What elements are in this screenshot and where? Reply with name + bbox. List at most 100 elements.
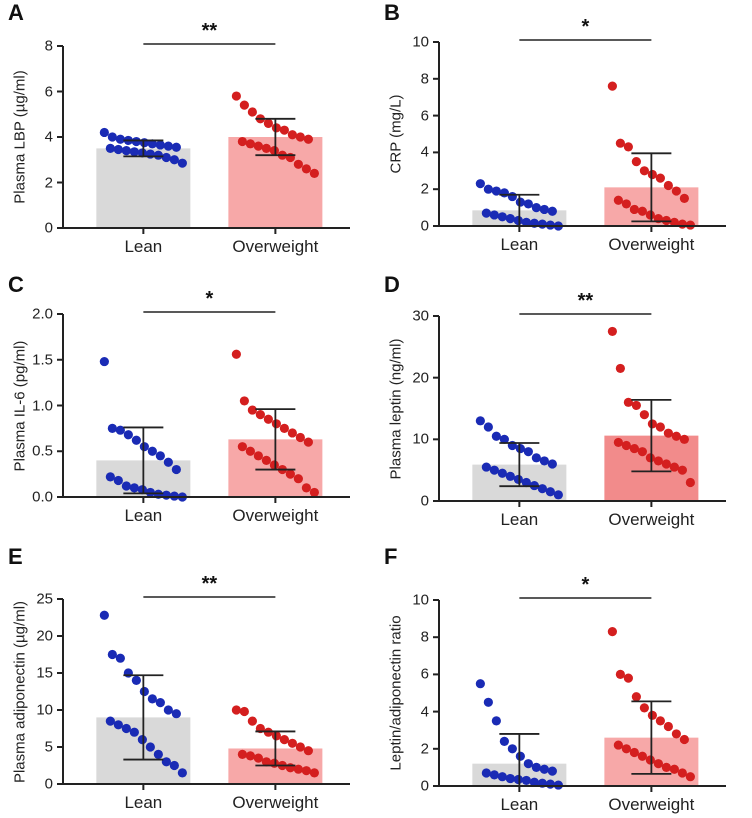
plot-area (433, 39, 726, 232)
data-point-lean (537, 484, 547, 494)
y-tick-label: 0 (420, 217, 429, 235)
y-tick-label: 6 (44, 83, 53, 100)
data-point-lean (147, 694, 157, 704)
y-tick-label: 8 (44, 37, 53, 55)
data-point-overweight (677, 465, 687, 475)
data-point-lean (515, 443, 525, 454)
data-point-overweight (631, 692, 641, 702)
panel-f: 0 2 4 6 8 10 Lean Overweight * F Leptin/adiponecti… (376, 544, 752, 816)
data-point-overweight (677, 219, 687, 229)
plot-area (57, 596, 350, 790)
data-point-lean (161, 152, 171, 163)
data-point-lean (515, 197, 525, 207)
data-point-overweight (271, 419, 281, 429)
data-point-lean (107, 423, 117, 433)
data-point-lean (113, 475, 123, 486)
data-point-overweight (671, 729, 681, 739)
data-point-overweight (247, 716, 257, 726)
data-point-lean (521, 217, 531, 227)
x-category-label: Lean (500, 510, 539, 529)
data-point-lean (513, 474, 523, 485)
data-point-lean (177, 158, 187, 168)
data-point-overweight (645, 755, 655, 765)
y-tick-label: 0.5 (32, 442, 53, 460)
data-point-overweight (669, 217, 679, 227)
y-tick-label: 0 (420, 492, 429, 510)
y-tick-label: 30 (412, 307, 429, 325)
data-point-lean (531, 762, 541, 772)
data-point-overweight (261, 455, 271, 465)
y-tick-label: 10 (412, 591, 429, 609)
data-point-overweight (271, 123, 281, 133)
data-point-overweight (637, 206, 647, 216)
data-point-overweight (279, 423, 289, 433)
significance-marker: ** (201, 573, 218, 595)
data-point-lean (115, 653, 125, 663)
data-point-lean (137, 485, 147, 495)
data-point-lean (499, 736, 509, 746)
y-tick-label: 2 (44, 174, 53, 191)
data-point-lean (171, 709, 181, 719)
data-point-overweight (655, 422, 665, 432)
error-bar-lean (123, 139, 164, 158)
data-point-lean (539, 456, 549, 466)
data-point-overweight (623, 142, 633, 152)
significance-marker: * (581, 16, 590, 38)
data-point-overweight (279, 735, 289, 745)
data-point-overweight (309, 768, 319, 778)
data-point-lean (505, 471, 515, 481)
error-bar-overweight (631, 398, 672, 473)
data-point-lean (99, 610, 109, 620)
data-point-lean (153, 150, 163, 160)
y-tick-label: 1.5 (32, 351, 53, 369)
data-point-overweight (287, 738, 297, 748)
data-point-lean (475, 416, 485, 426)
y-axis-label: Leptin/adiponectin ratio (387, 615, 405, 771)
data-point-overweight (287, 428, 297, 438)
y-tick-label: 0 (44, 219, 53, 237)
y-tick-label: 0.0 (32, 488, 53, 506)
data-point-lean (139, 138, 149, 148)
y-tick-label: 0 (420, 777, 429, 795)
data-point-lean (547, 459, 557, 469)
error-bar-overweight (255, 117, 296, 157)
data-point-lean (489, 465, 499, 475)
data-point-overweight (631, 157, 641, 167)
data-point-overweight (669, 764, 679, 774)
data-point-overweight (685, 477, 695, 488)
data-point-lean (115, 425, 125, 435)
x-category-label: Overweight (232, 793, 319, 812)
data-point-overweight (303, 437, 313, 447)
data-point-lean (523, 447, 533, 457)
data-point-lean (131, 675, 141, 685)
error-bar-lean (499, 442, 540, 488)
data-point-overweight (621, 744, 631, 754)
data-point-lean (155, 451, 165, 461)
data-point-overweight (285, 469, 295, 479)
data-point-lean (547, 206, 557, 216)
data-point-lean (515, 751, 525, 761)
data-point-lean (545, 779, 555, 789)
data-point-lean (489, 770, 499, 780)
y-tick-label: 25 (36, 590, 53, 608)
data-point-overweight (663, 180, 673, 191)
data-point-overweight (685, 772, 695, 782)
data-point-lean (531, 453, 541, 463)
data-point-overweight (245, 139, 255, 149)
y-tick-label: 0 (44, 775, 53, 793)
panel-letter: A (8, 0, 24, 25)
data-point-lean (123, 668, 133, 678)
data-point-overweight (293, 474, 303, 484)
panel-b: 0 2 4 6 8 10 Lean Overweight * B CRP (mg/L) (376, 0, 752, 272)
data-point-lean (491, 716, 501, 726)
data-point-lean (105, 716, 115, 726)
data-point-overweight (639, 410, 649, 420)
panel-letter: B (384, 0, 400, 25)
y-tick-label: 4 (420, 703, 429, 721)
data-point-overweight (607, 81, 617, 91)
y-tick-label: 20 (36, 627, 53, 645)
data-point-overweight (309, 168, 319, 178)
data-point-lean (115, 134, 125, 144)
data-point-overweight (679, 193, 689, 203)
